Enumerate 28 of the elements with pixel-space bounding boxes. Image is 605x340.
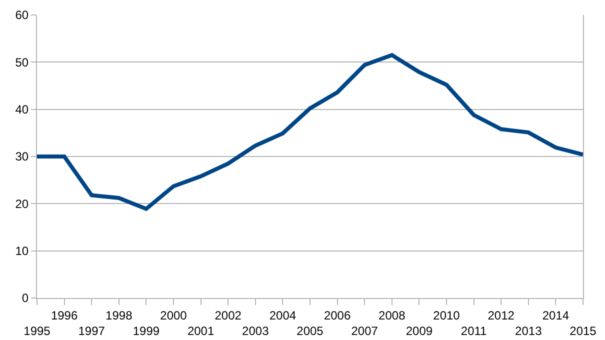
x-tick-label: 1998 [106, 308, 133, 322]
y-tick-label: 20 [15, 196, 29, 211]
x-tick-label: 2001 [187, 324, 214, 338]
x-tick-label: 2008 [378, 308, 406, 322]
x-tick-label: 2013 [515, 324, 542, 338]
x-tick-label: 2007 [351, 324, 378, 338]
x-tick-label: 1999 [132, 324, 160, 338]
x-tick-label: 2015 [570, 324, 597, 338]
x-tick-label: 1997 [78, 324, 106, 338]
x-tick-label: 2009 [406, 324, 433, 338]
x-tick-label: 1995 [24, 324, 51, 338]
x-tick-label: 2002 [214, 308, 242, 322]
x-tick-label: 2005 [296, 324, 324, 338]
x-tick-label: 1996 [50, 308, 78, 322]
y-tick-label: 40 [15, 102, 29, 117]
x-tick-label: 2004 [269, 308, 296, 322]
x-tick-label: 2010 [433, 308, 460, 322]
x-tick-label: 2012 [488, 308, 515, 322]
x-tick-label: 2014 [542, 308, 570, 322]
x-tick-label: 2006 [324, 308, 351, 322]
x-tick-label: 2003 [242, 324, 270, 338]
y-tick-label: 10 [15, 244, 29, 258]
y-tick-label: 30 [15, 150, 29, 164]
y-tick-label: 0 [22, 291, 29, 306]
y-tick-label: 50 [15, 55, 29, 70]
x-tick-label: 2011 [460, 324, 488, 338]
x-tick-label: 2000 [160, 308, 188, 322]
y-tick-label: 60 [15, 8, 29, 22]
